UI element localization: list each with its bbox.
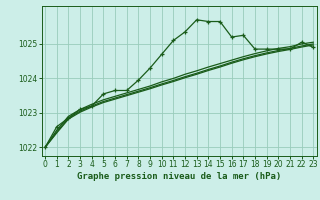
X-axis label: Graphe pression niveau de la mer (hPa): Graphe pression niveau de la mer (hPa) (77, 172, 281, 181)
